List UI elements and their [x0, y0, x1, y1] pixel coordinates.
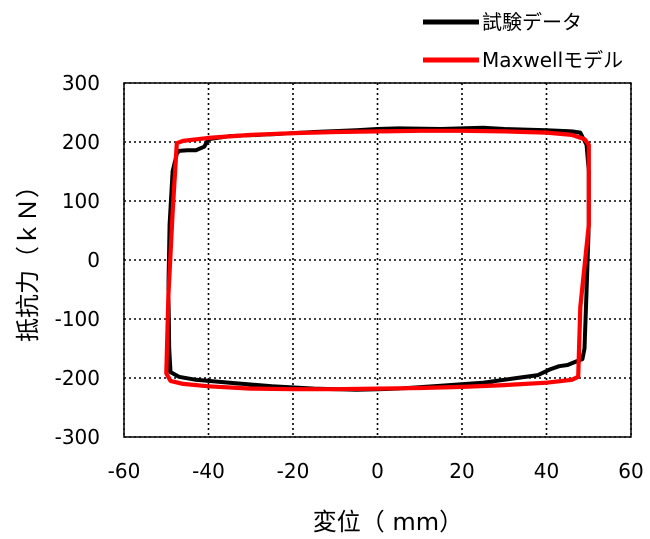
x-tick-label: 20: [449, 459, 474, 483]
x-tick-label: -40: [192, 459, 225, 483]
series-layer: [164, 125, 591, 392]
x-tick-label: 40: [534, 459, 559, 483]
y-tick-label: 200: [62, 130, 100, 154]
series-test-data-line: [166, 125, 591, 392]
y-tick-label: -300: [55, 425, 100, 449]
y-tick-label: 300: [62, 71, 100, 95]
y-tick-label: -100: [55, 307, 100, 331]
legend-label-test-data: 試験データ: [482, 10, 582, 34]
y-tick-label: 100: [62, 189, 100, 213]
x-tick-label: -20: [277, 459, 310, 483]
y-tick-label: 0: [87, 248, 100, 272]
plot-frame: [123, 82, 632, 438]
x-tick-labels: -60 -40 -20 0 20 40 60: [108, 459, 644, 483]
legend-label-maxwell-model: Maxwellモデル: [482, 48, 623, 72]
x-axis-title: 変位（ mm）: [313, 508, 463, 536]
y-tick-label: -200: [55, 366, 100, 390]
x-tick-label: 60: [618, 459, 643, 483]
x-tick-label: 0: [371, 459, 384, 483]
series-maxwell-model-line: [164, 128, 591, 392]
legend: 試験データ Maxwellモデル: [423, 10, 623, 72]
x-tick-label: -60: [108, 459, 141, 483]
y-axis-title: 抵抗力（ｋＮ）: [14, 174, 42, 342]
y-tick-labels: 300 200 100 0 -100 -200 -300: [55, 71, 100, 449]
